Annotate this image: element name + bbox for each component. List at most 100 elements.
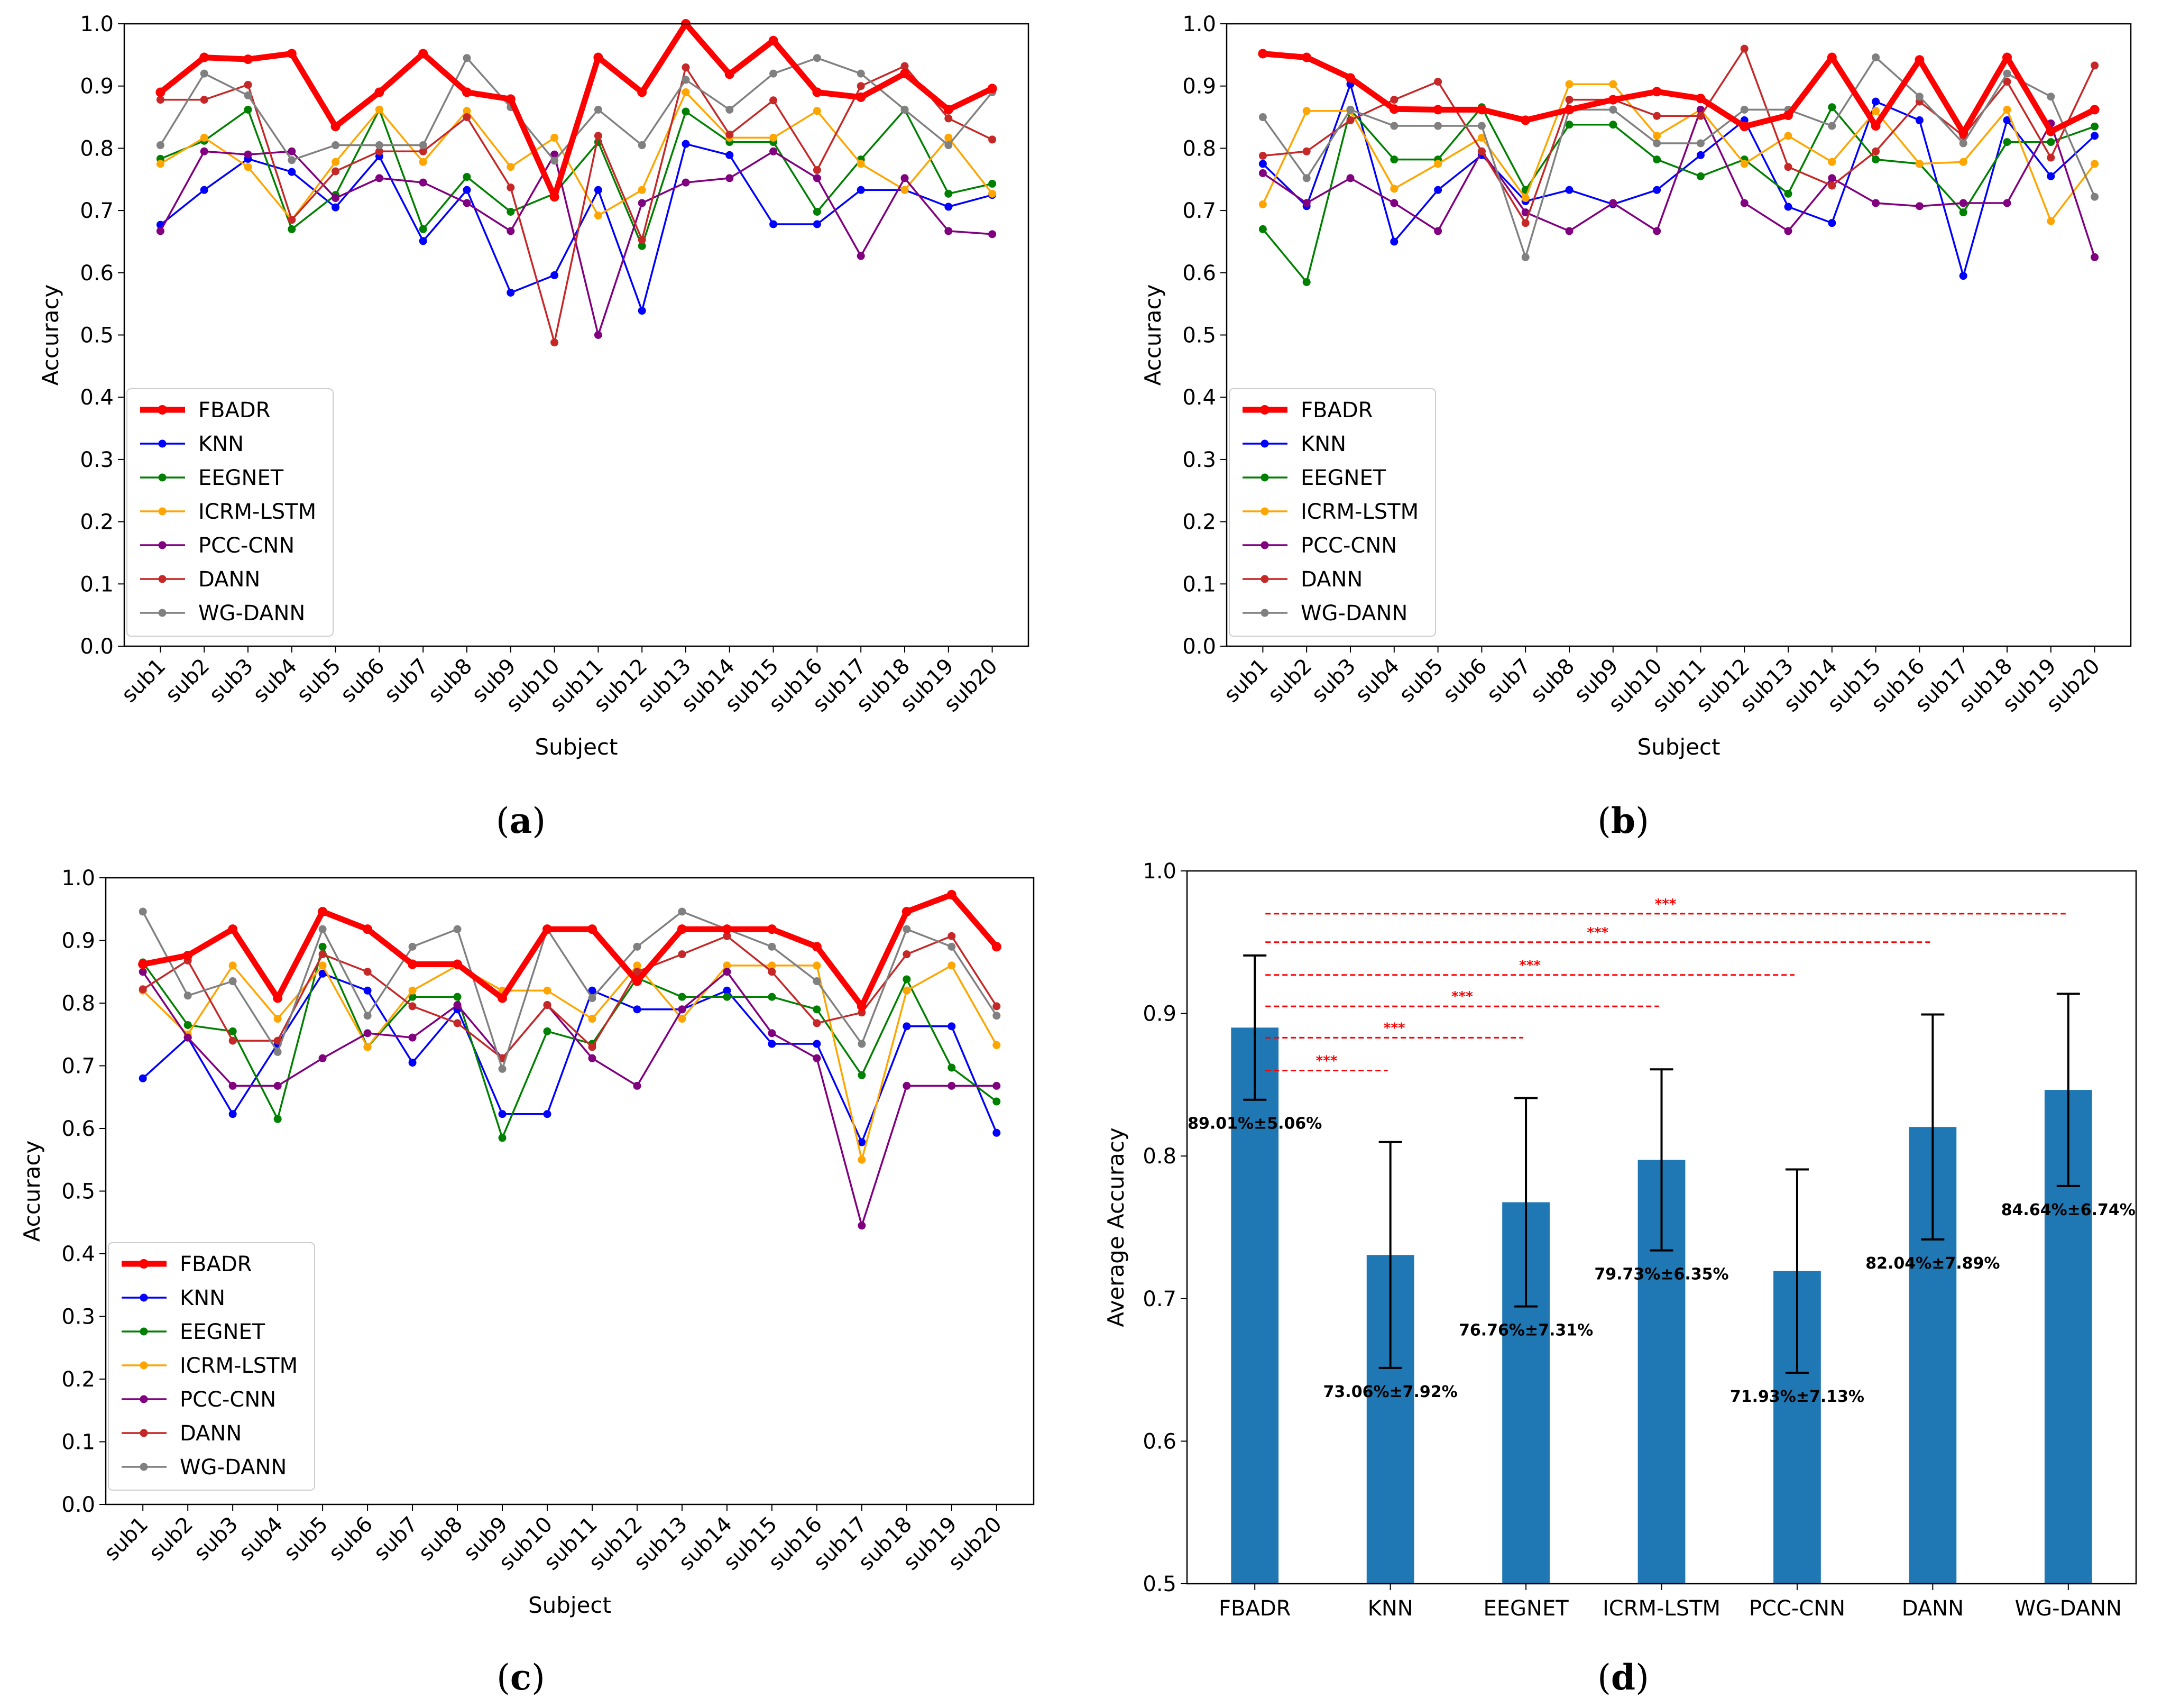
legend-label: ICRM-LSTM <box>1301 500 1419 524</box>
data-point <box>138 959 148 969</box>
data-point <box>1565 227 1574 235</box>
legend-item-icrm-lstm: ICRM-LSTM <box>1243 500 1419 524</box>
data-point <box>903 1022 911 1031</box>
panel-label-close: ) <box>531 1657 545 1698</box>
data-point <box>273 1115 282 1123</box>
y-tick-label: 0.0 <box>61 1493 95 1517</box>
series-line-wg-dann <box>142 911 998 1070</box>
data-point <box>363 968 372 976</box>
y-tick-label: 0.8 <box>1143 1144 1176 1169</box>
data-point <box>992 1081 1001 1090</box>
data-point <box>498 1134 507 1142</box>
data-point <box>330 122 341 132</box>
data-point <box>507 227 515 235</box>
legend-marker <box>1261 541 1269 549</box>
y-tick-label: 1.0 <box>1143 859 1176 884</box>
y-tick-label: 1.0 <box>80 12 114 36</box>
data-point <box>903 975 911 984</box>
data-point <box>542 924 553 934</box>
legend-item-dann: DANN <box>122 1421 242 1446</box>
legend-marker <box>158 609 167 617</box>
data-point <box>408 959 418 969</box>
y-tick-label: 0.9 <box>80 75 114 99</box>
data-point <box>1521 253 1530 261</box>
data-point <box>200 186 208 194</box>
data-point <box>678 993 686 1001</box>
series-line-icrm-lstm <box>160 91 993 221</box>
data-point <box>858 1071 866 1079</box>
significance-marker: *** <box>1265 925 1930 943</box>
legend-marker <box>140 1327 148 1336</box>
legend-marker <box>158 405 167 415</box>
data-point <box>1258 113 1267 122</box>
data-point <box>318 1054 327 1062</box>
data-point <box>1302 278 1311 286</box>
legend-item-wg-dann: WG-DANN <box>122 1455 287 1480</box>
data-point <box>2047 93 2055 101</box>
legend-label: EEGNET <box>198 466 284 490</box>
data-point <box>1346 73 1355 83</box>
data-point <box>769 133 778 142</box>
data-point <box>900 105 909 114</box>
data-point <box>332 194 340 203</box>
significance-marker: *** <box>1265 989 1659 1007</box>
data-point <box>543 986 551 995</box>
legend-item-fbadr: FBADR <box>140 398 270 423</box>
series-wg-dann <box>1258 53 2099 261</box>
data-point <box>768 968 776 976</box>
x-axis-title: Subject <box>1637 734 1720 760</box>
data-point <box>768 993 776 1001</box>
series-fbadr <box>155 19 997 202</box>
legend-item-wg-dann: WG-DANN <box>140 601 305 626</box>
data-point <box>288 168 296 176</box>
series-line-dann <box>160 65 993 344</box>
data-point <box>678 950 686 959</box>
data-point <box>947 1081 956 1090</box>
data-point <box>725 105 734 114</box>
data-point <box>244 91 252 99</box>
data-point <box>813 961 821 970</box>
data-point <box>638 307 646 315</box>
panel-label-open: ( <box>1597 1657 1611 1698</box>
data-point <box>244 105 252 114</box>
series-fbadr <box>138 889 1001 1011</box>
legend-label: FBADR <box>198 398 270 423</box>
data-point <box>199 52 209 62</box>
data-point <box>543 1027 551 1035</box>
data-point <box>594 186 602 194</box>
data-point <box>682 63 690 71</box>
data-point <box>944 227 953 235</box>
data-point <box>1740 105 1749 114</box>
data-point <box>1828 219 1836 227</box>
legend-label: DANN <box>180 1421 242 1446</box>
data-point <box>228 961 237 970</box>
data-point <box>594 105 602 114</box>
data-point <box>1390 122 1399 130</box>
legend-item-wg-dann: WG-DANN <box>1243 601 1407 626</box>
series-wg-dann <box>139 907 1001 1073</box>
data-point <box>903 925 911 933</box>
data-point <box>769 147 778 155</box>
data-point <box>587 924 597 934</box>
data-point <box>507 207 515 216</box>
data-point <box>637 87 647 97</box>
significance-label: *** <box>1316 1053 1338 1069</box>
data-point <box>633 1081 641 1090</box>
data-point <box>1915 116 1924 124</box>
y-tick-label: 0.6 <box>1143 1429 1176 1454</box>
legend-item-dann: DANN <box>140 567 260 592</box>
data-point <box>682 88 690 96</box>
data-point <box>273 1015 282 1023</box>
data-point <box>1258 225 1267 233</box>
data-point <box>288 156 296 164</box>
series-line-pcc-cnn <box>142 971 997 1227</box>
significance-label: *** <box>1519 958 1541 974</box>
data-point <box>900 69 909 79</box>
data-point <box>550 133 559 142</box>
data-point <box>273 993 283 1003</box>
data-point <box>228 924 238 934</box>
data-point <box>374 87 384 97</box>
data-point <box>550 271 559 280</box>
data-point <box>2003 199 2011 207</box>
data-point <box>287 49 297 59</box>
